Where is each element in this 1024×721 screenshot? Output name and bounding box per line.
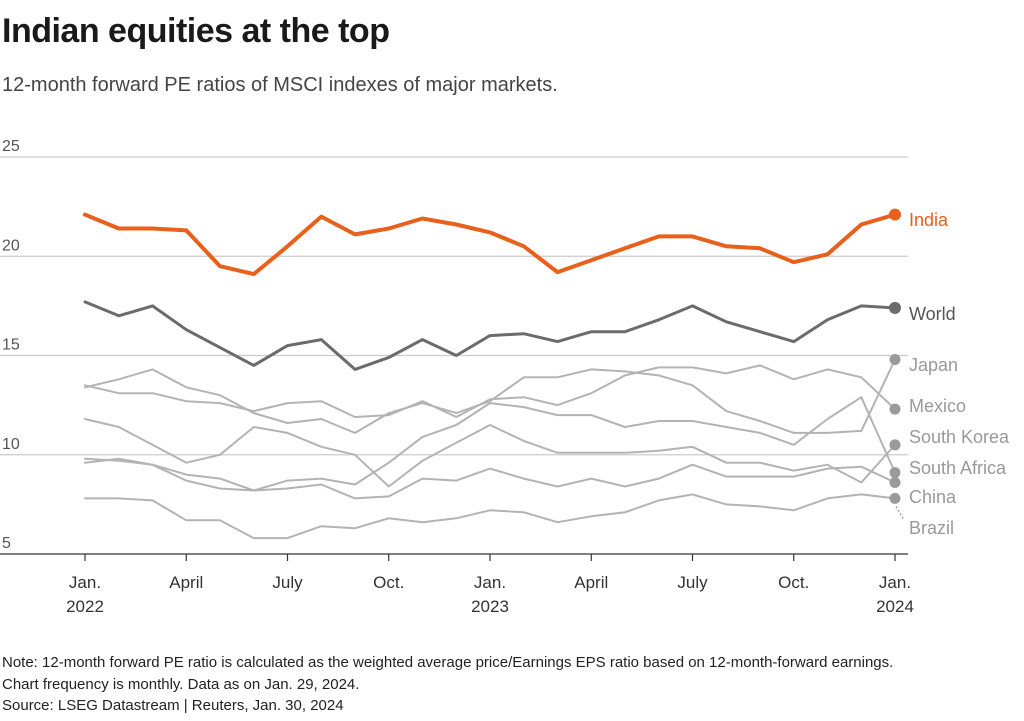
x-axis: Jan. 2022 April July Oct. Jan. 2023 April July Oc…: [0, 553, 914, 616]
end-point-india: [889, 208, 901, 221]
end-point-japan: [889, 353, 901, 365]
series-label-china: China: [909, 487, 957, 507]
end-point-brazil: [889, 492, 901, 504]
gridlines: [0, 156, 908, 456]
x-tick-label-7: Oct.: [778, 573, 809, 592]
y-tick-label-5: 5: [2, 535, 11, 552]
series-lines: [83, 208, 901, 540]
series-line-japan: [84, 358, 896, 434]
series-line-south-africa: [84, 396, 896, 492]
series-label-south-africa: South Africa: [909, 458, 1007, 478]
series-line-brazil: [84, 493, 896, 540]
chart-subtitle: 12-month forward PE ratios of MSCI index…: [2, 74, 558, 96]
series-label-south-korea: South Korea: [909, 427, 1010, 447]
y-tick-label-15: 15: [2, 337, 20, 354]
y-tick-label-10: 10: [2, 436, 20, 453]
series-label-world: World: [909, 304, 956, 324]
x-tick-year-8: 2024: [876, 597, 914, 616]
series-label-india: India: [909, 210, 949, 230]
note-line-1: Note: 12-month forward PE ratio is calcu…: [2, 654, 894, 671]
end-point-world: [889, 301, 901, 314]
chart-title: Indian equities at the top: [2, 12, 390, 50]
end-point-south-korea: [889, 439, 901, 451]
chart-note: Note: 12-month forward PE ratio is calcu…: [2, 652, 893, 696]
series-line-china: [84, 457, 896, 500]
line-chart: 5 10 15 20 25 Jan. 2022 April July Oct. Jan. 2023 A…: [0, 138, 1010, 616]
series-line-india: [83, 212, 897, 277]
brazil-leader-line: [895, 506, 905, 521]
x-tick-label-6: July: [677, 573, 708, 592]
x-tick-label-0: Jan.: [69, 573, 101, 592]
y-tick-label-25: 25: [2, 138, 20, 155]
x-tick-year-0: 2022: [66, 597, 104, 616]
y-axis-ticks: 5 10 15 20 25: [2, 138, 20, 552]
chart-source: Source: LSEG Datastream | Reuters, Jan. …: [2, 697, 344, 714]
series-line-world: [83, 300, 897, 371]
series-labels: Japan Mexico South Korea South Africa China B…: [895, 210, 1010, 538]
x-tick-label-2: July: [272, 573, 303, 592]
end-point-south-africa: [889, 467, 901, 479]
series-line-south-korea: [84, 418, 896, 488]
series-line-mexico: [84, 364, 896, 418]
x-tick-year-4: 2023: [471, 597, 509, 616]
end-point-china: [889, 477, 901, 489]
y-tick-label-20: 20: [2, 237, 20, 254]
end-point-mexico: [889, 403, 901, 415]
x-tick-label-5: April: [574, 573, 608, 592]
series-label-brazil: Brazil: [909, 518, 954, 538]
x-tick-label-1: April: [169, 573, 203, 592]
series-label-japan: Japan: [909, 355, 958, 375]
x-tick-label-3: Oct.: [373, 573, 404, 592]
note-line-2: Chart frequency is monthly. Data as on J…: [2, 676, 360, 693]
x-tick-label-8: Jan.: [879, 573, 911, 592]
x-tick-label-4: Jan.: [474, 573, 506, 592]
series-label-mexico: Mexico: [909, 396, 966, 416]
